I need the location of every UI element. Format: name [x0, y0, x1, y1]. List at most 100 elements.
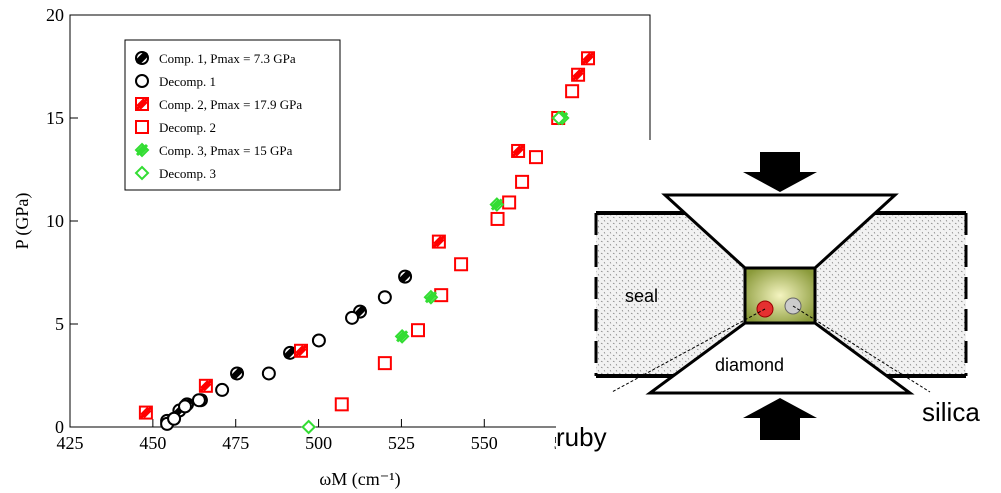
- inset-label: diamond: [715, 355, 784, 375]
- data-point: [215, 382, 230, 397]
- hatch: [135, 97, 149, 111]
- marker-shape: [515, 174, 530, 189]
- data-point: [431, 234, 446, 249]
- data-point: [423, 289, 439, 305]
- hatch: [284, 346, 297, 359]
- hatch: [136, 144, 145, 153]
- hatch: [139, 406, 152, 419]
- hatch: [231, 367, 240, 377]
- data-point: [490, 211, 505, 226]
- inset-label: seal: [625, 286, 658, 306]
- hatch: [203, 383, 212, 392]
- hatch: [139, 101, 148, 110]
- legend-marker: [135, 120, 149, 134]
- hatch: [140, 406, 149, 416]
- inset-diagram: seal diamond ruby silica: [556, 140, 1001, 493]
- data-point: [511, 143, 526, 158]
- legend-label: Decomp. 1: [159, 74, 216, 89]
- hatch: [399, 270, 408, 280]
- legend-label: Decomp. 2: [159, 120, 216, 135]
- marker-shape: [167, 411, 182, 426]
- data-point: [261, 366, 276, 381]
- inset-label: ruby: [556, 422, 607, 452]
- data-point: [377, 356, 392, 371]
- hatch: [402, 273, 411, 283]
- data-point: [394, 328, 410, 344]
- x-axis-label: ωM (cm⁻¹): [319, 469, 400, 490]
- hatch: [199, 379, 212, 392]
- hatch: [424, 291, 437, 304]
- marker-shape: [134, 165, 150, 181]
- data-point: [167, 411, 182, 426]
- x-tick-label: 450: [139, 433, 166, 453]
- hatch: [428, 294, 437, 303]
- hatch: [399, 270, 412, 283]
- legend-label: Comp. 1, Pmax = 7.3 GPa: [159, 51, 296, 66]
- data-point: [411, 323, 425, 338]
- data-point: [334, 397, 349, 412]
- hatch: [425, 291, 434, 300]
- legend-label: Comp. 2, Pmax = 17.9 GPa: [159, 97, 302, 112]
- hatch: [433, 235, 442, 245]
- hatch: [581, 52, 595, 65]
- marker-shape: [191, 393, 206, 408]
- marker-shape: [551, 110, 567, 126]
- marker-shape: [311, 333, 326, 348]
- data-point: [377, 290, 392, 305]
- hatch: [436, 238, 445, 248]
- hatch: [143, 409, 152, 419]
- marker-shape: [377, 290, 392, 305]
- marker-shape: [377, 356, 392, 371]
- hatch: [200, 380, 209, 389]
- data-point: [398, 269, 413, 284]
- data-point: [489, 197, 505, 212]
- marker-shape: [215, 382, 230, 397]
- legend-marker: [134, 142, 150, 158]
- marker-shape: [178, 399, 193, 414]
- hatch: [287, 350, 296, 359]
- y-tick-label: 15: [46, 108, 64, 128]
- hatch: [136, 52, 145, 61]
- legend-label: Comp. 3, Pmax = 15 GPa: [159, 143, 293, 158]
- data-point: [301, 419, 317, 435]
- legend-marker: [135, 74, 149, 88]
- marker-shape: [502, 195, 517, 210]
- y-tick-label: 20: [46, 5, 64, 25]
- inset-label: silica: [922, 397, 980, 427]
- marker-shape: [261, 366, 276, 381]
- hatch: [585, 55, 594, 64]
- hatch: [432, 235, 445, 248]
- hatch: [491, 198, 500, 208]
- legend-marker: [135, 51, 149, 65]
- marker-shape: [334, 397, 349, 412]
- y-tick-label: 10: [46, 211, 64, 231]
- hatch: [357, 308, 366, 318]
- data-point: [565, 84, 580, 99]
- hatch: [512, 144, 525, 158]
- marker-shape: [528, 150, 543, 165]
- y-tick-label: 0: [55, 417, 64, 437]
- hatch: [396, 330, 409, 343]
- data-point: [311, 333, 326, 348]
- marker-shape: [490, 211, 505, 226]
- hatch: [490, 198, 503, 211]
- marker-shape: [135, 120, 149, 134]
- legend-box: [124, 39, 341, 191]
- data-point: [198, 378, 213, 393]
- hatch: [234, 370, 243, 380]
- data-point: [230, 366, 245, 381]
- marker-shape: [434, 288, 449, 303]
- y-axis-label: P (GPa): [12, 193, 33, 250]
- data-point: [345, 310, 360, 325]
- hatch: [515, 148, 524, 157]
- plot: 42545047550052555057560005101520ωM (cm⁻¹…: [12, 5, 664, 490]
- hatch: [135, 51, 149, 65]
- data-point: [434, 288, 449, 303]
- hatch: [284, 347, 293, 356]
- marker-shape: [135, 74, 149, 88]
- data-point: [515, 174, 530, 189]
- data-point: [191, 393, 206, 408]
- marker-shape: [411, 323, 425, 338]
- legend-marker: [135, 97, 149, 111]
- hatch: [135, 143, 149, 157]
